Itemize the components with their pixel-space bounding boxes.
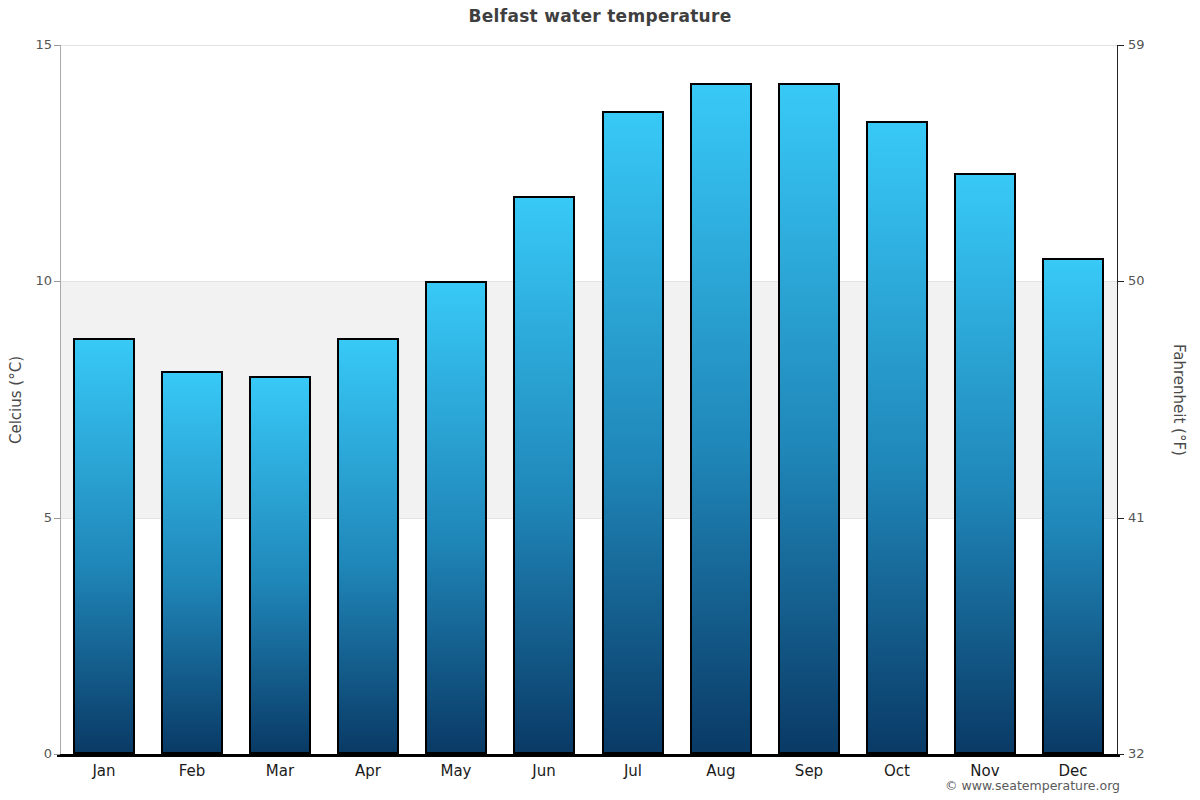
- bar-sep: [778, 83, 840, 754]
- y-axis-label-celsius: Celcius (°C): [7, 356, 25, 444]
- x-tick-label-mar: Mar: [236, 762, 324, 780]
- x-tick-label-may: May: [412, 762, 500, 780]
- y-tick-label-fahrenheit-50: 50: [1128, 273, 1168, 289]
- y-tick-label-fahrenheit-41: 41: [1128, 510, 1168, 526]
- y-tick-left: [54, 754, 60, 755]
- bar-may: [425, 281, 487, 754]
- bar-jun: [513, 196, 575, 754]
- x-tick-label-apr: Apr: [324, 762, 412, 780]
- x-axis-line: [57, 754, 1120, 757]
- y-tick-label-fahrenheit-32: 32: [1128, 746, 1168, 762]
- y-tick-right: [1118, 281, 1124, 282]
- bar-aug: [690, 83, 752, 754]
- x-tick-label-oct: Oct: [853, 762, 941, 780]
- x-tick-label-jan: Jan: [60, 762, 148, 780]
- x-tick-label-jul: Jul: [589, 762, 677, 780]
- x-tick-label-aug: Aug: [677, 762, 765, 780]
- y-axis-line-right: [1117, 45, 1118, 754]
- y-tick-right: [1118, 45, 1124, 46]
- y-tick-label-celsius-15: 15: [4, 37, 52, 53]
- bar-mar: [249, 376, 311, 754]
- bar-feb: [161, 371, 223, 754]
- bar-jul: [602, 111, 664, 754]
- bar-nov: [954, 173, 1016, 754]
- x-tick-label-sep: Sep: [765, 762, 853, 780]
- chart-title: Belfast water temperature: [0, 6, 1200, 26]
- y-tick-right: [1118, 754, 1124, 755]
- bar-oct: [866, 121, 928, 754]
- y-axis-label-fahrenheit: Fahrenheit (°F): [1170, 344, 1188, 456]
- bar-dec: [1042, 258, 1104, 754]
- y-tick-left: [54, 45, 60, 46]
- y-tick-label-celsius-0: 0: [4, 746, 52, 762]
- y-tick-label-celsius-10: 10: [4, 273, 52, 289]
- x-tick-label-jun: Jun: [500, 762, 588, 780]
- y-tick-right: [1118, 518, 1124, 519]
- chart-container: Belfast water temperature Celcius (°C) F…: [0, 0, 1200, 800]
- gridline-15: [61, 45, 1117, 46]
- bar-jan: [73, 338, 135, 754]
- copyright: © www.seatemperature.org: [945, 778, 1120, 793]
- x-tick-label-nov: Nov: [941, 762, 1029, 780]
- y-tick-label-celsius-5: 5: [4, 510, 52, 526]
- y-axis-line-left: [60, 45, 61, 754]
- y-tick-left: [54, 518, 60, 519]
- y-tick-left: [54, 281, 60, 282]
- y-tick-label-fahrenheit-59: 59: [1128, 37, 1168, 53]
- x-tick-label-feb: Feb: [148, 762, 236, 780]
- x-tick-label-dec: Dec: [1029, 762, 1117, 780]
- bar-apr: [337, 338, 399, 754]
